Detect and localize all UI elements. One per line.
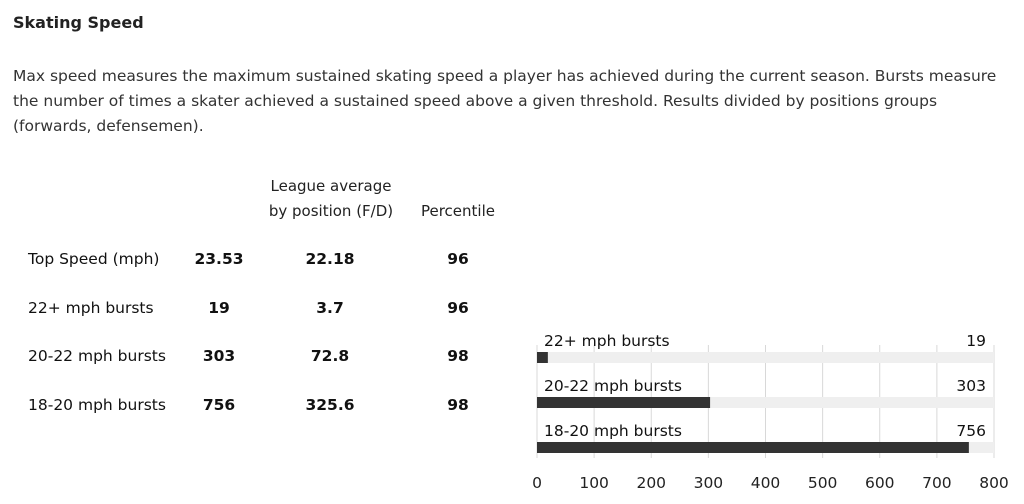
bar-category-label: 20-22 mph bursts <box>544 377 682 395</box>
row-label: 22+ mph bursts <box>28 299 154 317</box>
x-tick-label: 700 <box>922 474 952 492</box>
bar <box>537 397 711 408</box>
header-league-average-line1: League average <box>270 177 392 195</box>
bar-value-label: 19 <box>966 332 986 350</box>
row-value: 19 <box>208 299 230 317</box>
row-league-average: 72.8 <box>310 347 350 365</box>
x-tick-label: 600 <box>865 474 895 492</box>
bar-value-label: 303 <box>956 377 986 395</box>
x-tick-label: 300 <box>694 474 724 492</box>
row-label: Top Speed (mph) <box>28 250 160 268</box>
x-tick-label: 100 <box>579 474 609 492</box>
bar-track <box>537 352 994 363</box>
row-league-average: 3.7 <box>316 299 344 317</box>
row-value: 756 <box>202 396 236 414</box>
row-league-average: 325.6 <box>305 396 355 414</box>
x-tick-label: 800 <box>979 474 1009 492</box>
row-value: 23.53 <box>194 250 244 268</box>
row-label: 20-22 mph bursts <box>28 347 166 365</box>
row-percentile: 98 <box>447 396 469 414</box>
row-label: 18-20 mph bursts <box>28 396 166 414</box>
row-value: 303 <box>202 347 236 365</box>
header-league-average: League average by position (F/D) <box>258 174 404 224</box>
x-tick-label: 400 <box>751 474 781 492</box>
x-tick-label: 200 <box>636 474 666 492</box>
bar <box>537 352 548 363</box>
row-league-average: 22.18 <box>305 250 355 268</box>
bar-category-label: 18-20 mph bursts <box>544 422 682 440</box>
section-description: Max speed measures the maximum sustained… <box>13 67 997 135</box>
bar-category-label: 22+ mph bursts <box>544 332 670 350</box>
row-percentile: 96 <box>447 250 469 268</box>
x-tick-label: 500 <box>808 474 838 492</box>
section-title: Skating Speed <box>13 13 144 32</box>
x-tick-label: 0 <box>532 474 542 492</box>
bar-value-label: 756 <box>956 422 986 440</box>
header-league-average-line2: by position (F/D) <box>268 202 394 220</box>
row-percentile: 98 <box>447 347 469 365</box>
bar-track <box>537 397 994 408</box>
row-percentile: 96 <box>447 299 469 317</box>
bar <box>537 442 969 453</box>
header-percentile: Percentile <box>420 202 495 220</box>
